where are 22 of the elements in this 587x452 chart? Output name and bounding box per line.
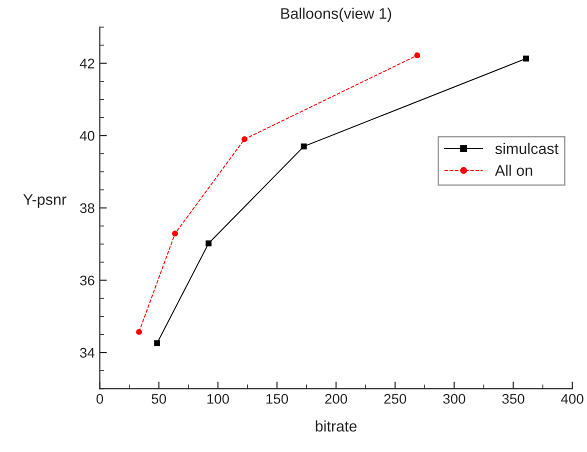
y-tick-label: 36 xyxy=(80,276,94,286)
x-tick-label: 150 xyxy=(266,394,288,404)
point xyxy=(154,340,160,346)
y-tick-label: 40 xyxy=(80,130,94,141)
y-tick-label: 42 xyxy=(80,58,94,68)
point xyxy=(523,56,529,62)
x-tick-label: 100 xyxy=(207,394,229,404)
point xyxy=(414,52,420,58)
x-tick-label: 400 xyxy=(561,394,584,404)
x-tick-label: 0 xyxy=(96,394,104,404)
y-tick-label: 34 xyxy=(80,348,95,358)
legend-label: All on xyxy=(494,164,532,176)
chart-title: Balloons(view 1) xyxy=(281,8,392,22)
y-tick-label: 38 xyxy=(80,203,94,214)
y-axis-title: Y-psnr xyxy=(23,194,66,208)
x-tick-label: 250 xyxy=(384,394,406,404)
x-axis-title: bitrate xyxy=(316,420,357,432)
x-tick-label: 300 xyxy=(443,394,466,404)
x-tick-label: 200 xyxy=(325,394,348,404)
legend-label: simulcast xyxy=(495,142,558,154)
x-tick-label: 50 xyxy=(152,394,166,404)
x-tick-label: 350 xyxy=(502,394,524,404)
